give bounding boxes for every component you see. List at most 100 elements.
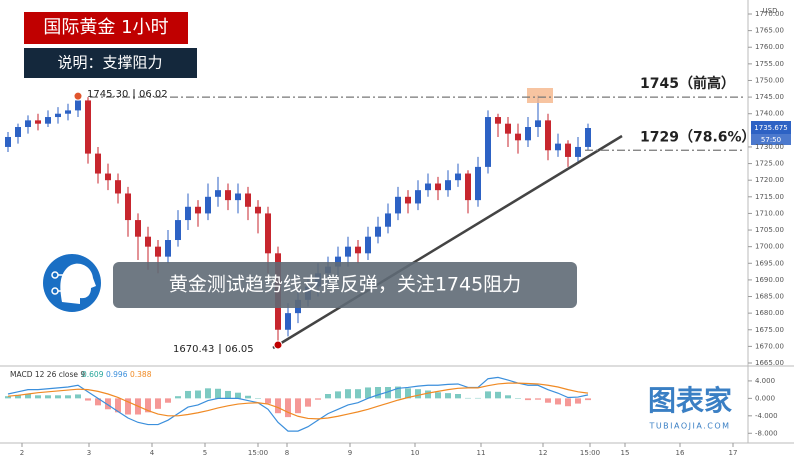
candle-body <box>285 313 291 330</box>
macd-histogram-bar <box>185 390 191 399</box>
macd-histogram-bar <box>345 389 351 399</box>
last-price-tag <box>751 121 791 134</box>
macd-histogram-bar <box>55 395 61 399</box>
y-tick-label: 1670.00 <box>755 342 784 350</box>
macd-histogram-bar <box>145 398 151 413</box>
macd-histogram-bar <box>75 394 81 399</box>
title-box <box>24 12 188 44</box>
candle-body <box>485 117 491 167</box>
candle-body <box>255 206 261 214</box>
y-tick-label: 1745.00 <box>755 93 784 101</box>
x-tick-label: 15 <box>621 449 630 457</box>
macd-y-tick-label: 0.000 <box>755 394 775 402</box>
macd-histogram-bar <box>205 388 211 399</box>
y-tick-label: 1740.00 <box>755 110 784 118</box>
macd-histogram-bar <box>15 394 21 399</box>
candle-body <box>445 180 451 191</box>
y-tick-label: 1765.00 <box>755 27 784 35</box>
candle-body <box>75 100 81 111</box>
macd-histogram-bar <box>245 395 251 399</box>
candle-body <box>215 190 221 197</box>
candle-body <box>155 246 161 257</box>
countdown: 57:50 <box>761 136 781 144</box>
macd-histogram-bar <box>365 387 371 399</box>
candle-body <box>45 117 51 124</box>
macd-readout: 0.388 <box>130 370 152 379</box>
macd-histogram-bar <box>25 394 31 399</box>
x-tick-label: 3 <box>87 449 91 457</box>
macd-histogram-bar <box>235 392 241 399</box>
y-tick-label: 1720.00 <box>755 176 784 184</box>
candle-body <box>55 113 61 118</box>
candle-body <box>115 180 121 194</box>
candle-body <box>435 183 441 191</box>
candle-body <box>135 220 141 237</box>
candle-body <box>475 166 481 201</box>
banner: 黄金测试趋势线支撑反弹，关注1745阻力 <box>169 274 521 296</box>
currency: USD <box>763 7 778 15</box>
candle-body <box>335 256 341 267</box>
candle-body <box>175 220 181 241</box>
candle-body <box>535 120 541 128</box>
level-label: 1729（78.6%） <box>640 129 756 145</box>
macd-histogram-bar <box>565 398 571 407</box>
candle-body <box>85 100 91 154</box>
macd-y-tick-label: 4.000 <box>755 377 775 385</box>
macd-histogram-bar <box>445 393 451 399</box>
candle-body <box>225 190 231 201</box>
y-tick-label: 1705.00 <box>755 226 784 234</box>
macd-readout: 0.996 <box>106 370 128 379</box>
y-tick-label: 1690.00 <box>755 276 784 284</box>
macd-histogram-bar <box>125 398 131 415</box>
extreme-label: 1670.43 <box>173 344 214 355</box>
macd-histogram-bar <box>485 391 491 399</box>
macd-y-tick-label: -4.000 <box>755 412 778 420</box>
high-highlight <box>527 88 553 103</box>
macd-histogram-bar <box>275 398 281 414</box>
y-tick-label: 1685.00 <box>755 293 784 301</box>
watermark-name: 图表家 <box>648 384 732 417</box>
candle-body <box>355 246 361 254</box>
y-tick-label: 1665.00 <box>755 359 784 367</box>
candle-body <box>585 128 591 147</box>
y-tick-label: 1770.00 <box>755 10 784 18</box>
macd-histogram-bar <box>555 398 561 405</box>
candle-body <box>365 236 371 254</box>
title: 国际黄金 1小时 <box>43 17 168 38</box>
watermark-site: TUBIAOJIA.COM <box>648 422 730 431</box>
macd-signal-line <box>7 382 589 420</box>
macd-histogram-bar <box>265 398 271 404</box>
extreme-point <box>73 91 83 101</box>
x-tick-label: 9 <box>348 449 352 457</box>
y-tick-label: 1675.00 <box>755 326 784 334</box>
macd-histogram-bar <box>585 398 591 401</box>
candle-body <box>425 183 431 191</box>
candle-body <box>235 193 241 201</box>
extreme-label: 1745.30 <box>87 89 128 100</box>
candle-body <box>5 136 11 147</box>
candle-body <box>565 143 571 157</box>
macd-histogram-bar <box>65 395 71 399</box>
countdown-tag <box>751 134 791 145</box>
macd-histogram-bar <box>535 398 541 400</box>
macd-histogram-bar <box>115 398 121 413</box>
candle-body <box>495 117 501 124</box>
x-tick-label: 2 <box>20 449 24 457</box>
macd-histogram-bar <box>355 389 361 399</box>
banner-box <box>113 262 577 308</box>
candle-body <box>555 143 561 151</box>
candle-body <box>105 173 111 181</box>
x-tick-label: 10 <box>411 449 420 457</box>
candle-body <box>525 127 531 141</box>
trend-line <box>272 134 623 350</box>
macd-histogram-bar <box>395 386 401 399</box>
macd-y-tick-label: -8.000 <box>755 429 778 437</box>
candle-body <box>545 120 551 151</box>
y-tick-label: 1680.00 <box>755 309 784 317</box>
candle-body <box>185 206 191 221</box>
x-tick-label: 17 <box>729 449 738 457</box>
candle-body <box>245 193 251 207</box>
candle-body <box>575 146 581 157</box>
macd-histogram-bar <box>505 395 511 399</box>
y-tick-label: 1715.00 <box>755 193 784 201</box>
